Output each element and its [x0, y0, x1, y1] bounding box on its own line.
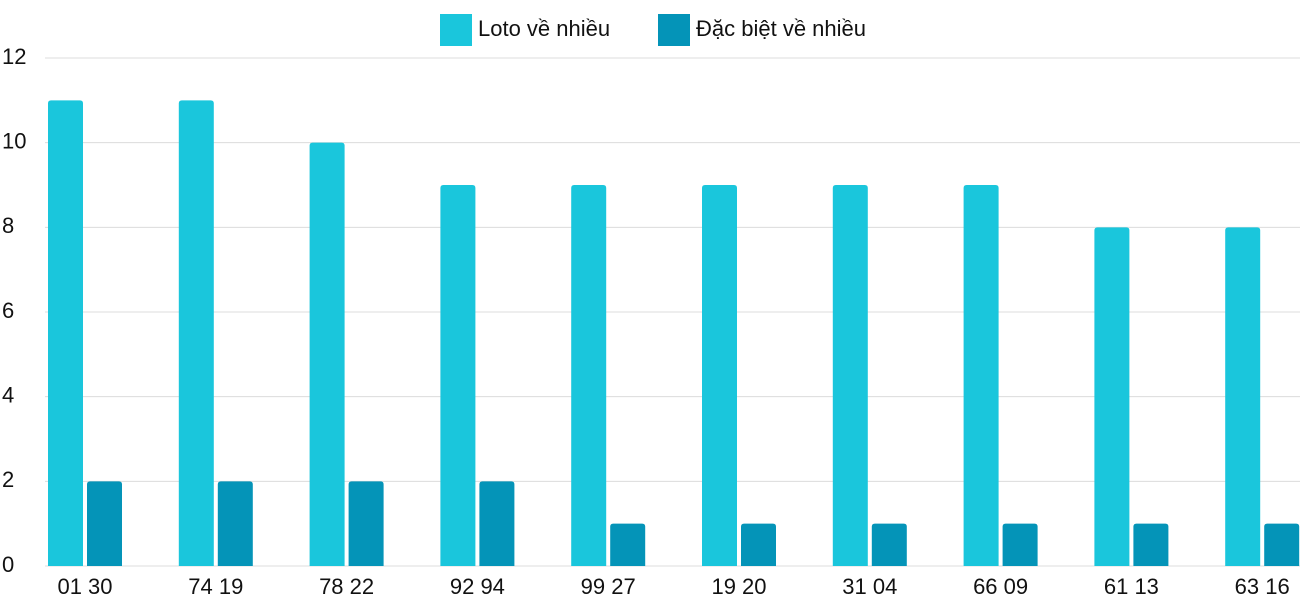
- x-tick-label: 01 30: [57, 574, 112, 599]
- x-tick-label: 92 94: [450, 574, 505, 599]
- legend-label: Loto về nhiều: [478, 16, 610, 41]
- x-tick-label: 99 27: [581, 574, 636, 599]
- x-tick-label: 19 20: [711, 574, 766, 599]
- bar: [1133, 523, 1169, 566]
- legend: Loto về nhiều Đặc biệt về nhiều: [440, 14, 866, 46]
- bar: [178, 100, 214, 566]
- x-tick-label: 78 22: [319, 574, 374, 599]
- x-tick-label: 66 09: [973, 574, 1028, 599]
- y-tick-label: 2: [2, 467, 14, 492]
- legend-swatch: [658, 14, 690, 46]
- x-tick-label: 31 04: [842, 574, 897, 599]
- bar: [741, 523, 776, 566]
- bar: [217, 481, 253, 566]
- bar: [87, 481, 122, 566]
- bar: [1094, 227, 1130, 567]
- y-tick-label: 12: [2, 44, 26, 69]
- bar: [963, 185, 999, 566]
- y-tick-label: 10: [2, 128, 26, 153]
- legend-swatch: [440, 14, 472, 46]
- x-tick-label: 63 16: [1235, 574, 1290, 599]
- bar: [348, 481, 384, 566]
- y-tick-label: 8: [2, 213, 14, 238]
- y-tick-label: 0: [2, 552, 14, 577]
- bar: [610, 523, 646, 566]
- bar: [1002, 523, 1038, 566]
- bar: [309, 142, 345, 566]
- bar: [571, 185, 607, 566]
- bar: [48, 100, 83, 566]
- bar: [871, 523, 907, 566]
- bar: [479, 481, 515, 566]
- x-tick-label: 74 19: [188, 574, 243, 599]
- legend-label: Đặc biệt về nhiều: [696, 16, 866, 41]
- bar: [1225, 227, 1261, 567]
- y-tick-label: 4: [2, 382, 14, 407]
- bar: [832, 185, 868, 566]
- bar: [1264, 523, 1300, 566]
- bar: [702, 185, 737, 566]
- y-tick-label: 6: [2, 298, 14, 323]
- x-tick-label: 61 13: [1104, 574, 1159, 599]
- bar: [440, 185, 476, 566]
